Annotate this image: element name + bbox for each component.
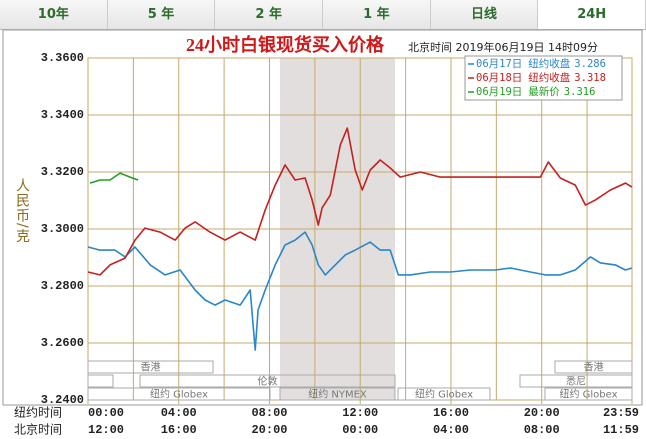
x-row-label: 纽约时间 bbox=[14, 405, 62, 420]
session-label: 纽约 NYMEX bbox=[308, 388, 367, 401]
tab[interactable]: 2 年 bbox=[215, 0, 324, 29]
session-box bbox=[139, 374, 396, 388]
y-tick-label: 3.3000 bbox=[41, 222, 84, 236]
legend-name: 06月19日 bbox=[476, 86, 522, 98]
legend-note: 纽约收盘 bbox=[528, 71, 570, 84]
tab[interactable]: 1 年 bbox=[323, 0, 431, 29]
legend-entry: 06月19日 最新价 3.316 bbox=[476, 85, 595, 98]
legend-last: 3.286 bbox=[574, 58, 606, 70]
frame bbox=[2, 29, 643, 406]
y-axis-label: 人民币/克 bbox=[14, 178, 30, 244]
session-box bbox=[87, 374, 114, 388]
session-box bbox=[397, 387, 491, 401]
tab[interactable]: 5 年 bbox=[107, 0, 216, 29]
session-box bbox=[87, 360, 214, 374]
legend-entry: 06月17日 纽约收盘 3.286 bbox=[476, 57, 606, 70]
session-box bbox=[544, 387, 633, 401]
x-tick-label: 00:00 bbox=[342, 423, 378, 437]
legend-name: 06月18日 bbox=[476, 72, 522, 84]
y-tick-label: 3.3400 bbox=[41, 108, 84, 122]
series-line bbox=[89, 172, 139, 184]
legend-entry: 06月18日 纽约收盘 3.318 bbox=[476, 71, 606, 84]
legend-last: 3.318 bbox=[574, 72, 606, 84]
y-tick-label: 3.2800 bbox=[41, 279, 84, 293]
x-tick-label: 20:00 bbox=[524, 406, 560, 420]
y-tick-label: 3.2600 bbox=[41, 336, 84, 350]
x-tick-label: 11:59 bbox=[603, 423, 639, 437]
x-tick-label: 08:00 bbox=[524, 423, 560, 437]
session-box bbox=[554, 360, 633, 374]
session-label: 伦敦 bbox=[258, 375, 278, 388]
session-label: 悉尼 bbox=[566, 376, 586, 388]
x-tick-label: 00:00 bbox=[88, 406, 124, 420]
session-label: 香港 bbox=[584, 362, 604, 374]
y-tick-label: 3.3600 bbox=[41, 51, 84, 65]
legend-note: 纽约收盘 bbox=[528, 57, 570, 70]
legend-note: 最新价 bbox=[528, 85, 560, 98]
tab[interactable]: 24H bbox=[538, 0, 646, 29]
tab[interactable]: 日线 bbox=[430, 0, 539, 29]
session-label: 香港 bbox=[141, 362, 161, 374]
tab[interactable]: 10年 bbox=[0, 0, 108, 29]
y-tick-label: 3.3200 bbox=[41, 165, 84, 179]
legend-name: 06月17日 bbox=[476, 58, 522, 70]
x-tick-label: 04:00 bbox=[433, 423, 469, 437]
x-tick-label: 12:00 bbox=[342, 406, 378, 420]
timestamp: 北京时间 2019年06月19日 14时09分 bbox=[408, 40, 598, 54]
series-line bbox=[87, 231, 633, 351]
y-tick-label: 3.2400 bbox=[41, 393, 84, 407]
x-tick-label: 20:00 bbox=[251, 423, 287, 437]
x-tick-label: 04:00 bbox=[161, 406, 197, 420]
legend-last: 3.316 bbox=[564, 86, 596, 98]
session-label: 纽约 Globex bbox=[559, 388, 617, 401]
session-label: 纽约 Globex bbox=[415, 388, 473, 401]
x-tick-label: 12:00 bbox=[88, 423, 124, 437]
x-tick-label: 16:00 bbox=[161, 423, 197, 437]
x-row-label: 北京时间 bbox=[14, 423, 62, 437]
session-box bbox=[279, 387, 396, 401]
session-label: 纽约 Globex bbox=[150, 388, 208, 401]
x-tick-label: 23:59 bbox=[603, 406, 639, 420]
session-box bbox=[519, 374, 633, 388]
x-tick-label: 08:00 bbox=[251, 406, 287, 420]
legend-box bbox=[464, 55, 623, 101]
chart-title: 24小时白银现货买入价格 bbox=[186, 34, 385, 55]
series-line bbox=[87, 127, 633, 276]
x-tick-label: 16:00 bbox=[433, 406, 469, 420]
